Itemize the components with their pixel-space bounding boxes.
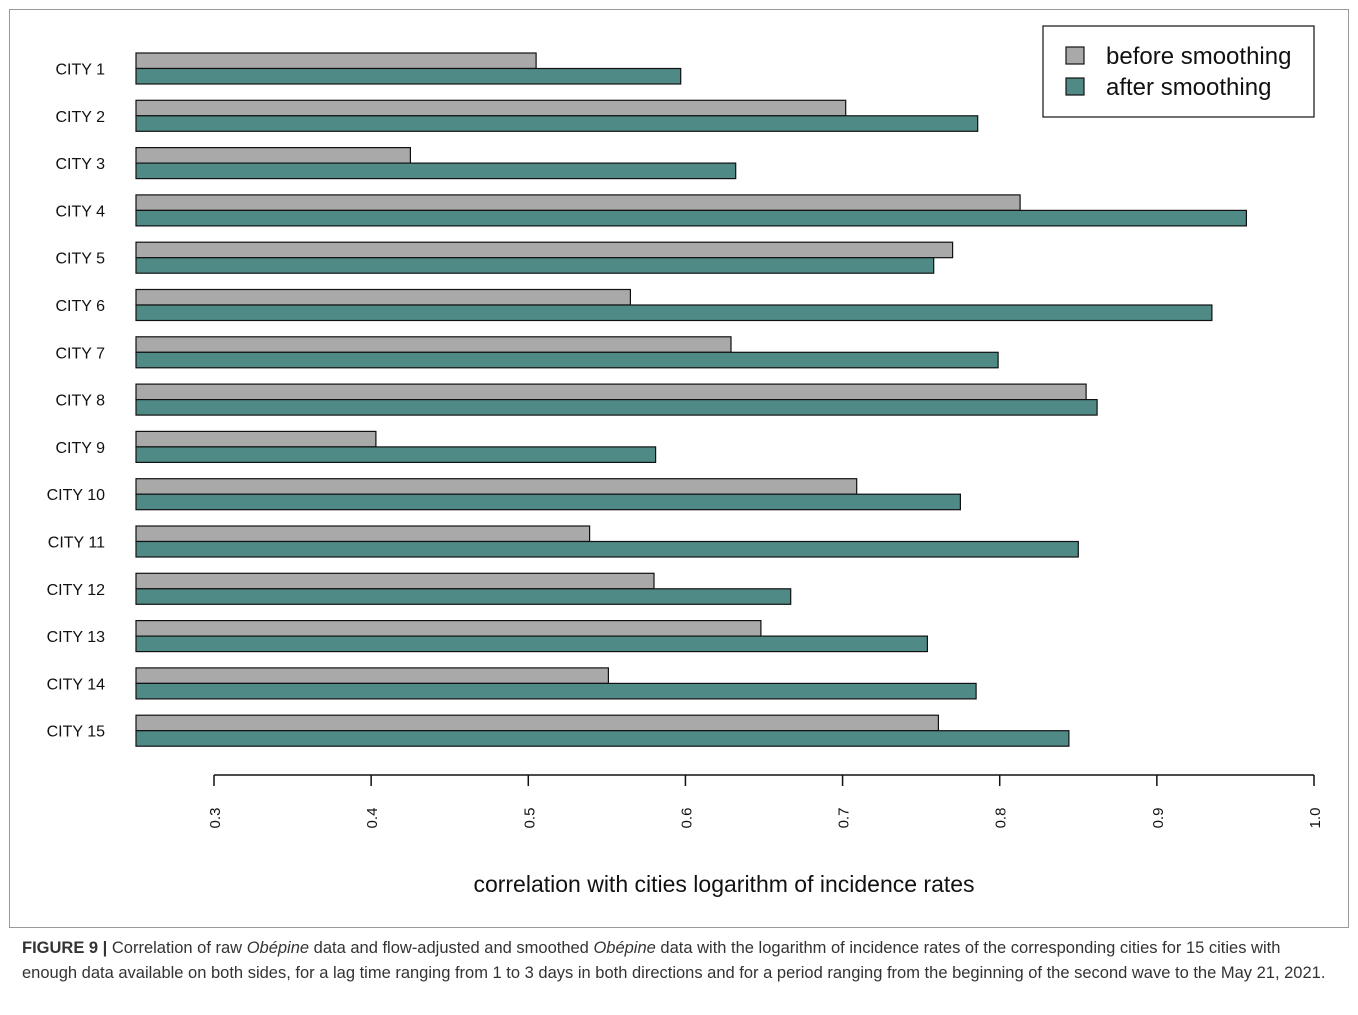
x-tick-label-1: 0.4 (364, 808, 381, 829)
caption-text-3: data with the logarithm of incidence rat… (22, 939, 1326, 982)
x-tick-label-5: 0.8 (993, 808, 1010, 829)
bar-before-city-3 (135, 147, 411, 164)
legend-label-after: after smoothing (1106, 74, 1271, 101)
caption-em-2: Obépine (593, 939, 656, 957)
x-tick-label-3: 0.6 (678, 808, 695, 829)
x-tick-label-7: 1.0 (1307, 808, 1324, 829)
bar-after-city-7 (135, 351, 999, 369)
figure-label: FIGURE 9 | (22, 939, 108, 957)
bar-after-city-2 (135, 115, 979, 132)
bar-before-city-2 (135, 99, 847, 117)
bar-after-city-15 (135, 730, 1070, 747)
legend-swatch-after (1065, 77, 1085, 96)
bars-layer (135, 52, 1248, 747)
x-tick-label-4: 0.7 (836, 808, 853, 829)
figure-caption: FIGURE 9 | Correlation of raw Obépine da… (22, 936, 1340, 986)
chart-frame (9, 9, 1349, 928)
legend-label-before: before smoothing (1106, 43, 1291, 70)
bar-before-city-9 (135, 430, 377, 448)
caption-text-2: data and flow-adjusted and smoothed (309, 939, 594, 957)
category-label-city-11: CITY 11 (48, 535, 105, 552)
category-label-city-15: CITY 15 (47, 724, 106, 741)
bar-before-city-1 (135, 52, 537, 70)
bar-after-city-3 (135, 162, 737, 180)
bar-before-city-12 (135, 572, 655, 590)
category-label-city-3: CITY 3 (56, 156, 106, 173)
legend-swatch-before (1065, 46, 1085, 65)
category-label-city-10: CITY 10 (47, 487, 106, 504)
bar-before-city-14 (135, 667, 609, 685)
bar-before-city-10 (135, 478, 858, 495)
bar-after-city-6 (135, 304, 1213, 322)
legend-box (1042, 25, 1315, 118)
category-label-city-2: CITY 2 (56, 109, 106, 126)
bar-before-city-5 (135, 241, 954, 259)
category-labels: CITY 1 CITY 2 CITY 3 CITY 4 CITY 5 CITY 6 CITY… (47, 62, 106, 741)
category-label-city-14: CITY 14 (47, 676, 106, 693)
bar-after-city-11 (135, 540, 1079, 558)
category-label-city-5: CITY 5 (56, 251, 106, 268)
bar-before-city-15 (135, 714, 940, 732)
x-tick-label-2: 0.5 (521, 808, 538, 829)
bar-after-city-1 (135, 67, 682, 85)
bar-before-city-4 (135, 194, 1021, 211)
bar-after-city-4 (135, 209, 1248, 227)
category-label-city-9: CITY 9 (56, 440, 106, 457)
category-label-city-8: CITY 8 (56, 393, 106, 410)
bar-after-city-12 (135, 588, 792, 605)
category-label-city-13: CITY 13 (47, 629, 106, 646)
bar-before-city-11 (135, 525, 591, 543)
bar-after-city-14 (135, 682, 977, 700)
category-label-city-12: CITY 12 (47, 582, 106, 599)
x-tick-label-0: 0.3 (207, 808, 224, 829)
bar-after-city-10 (135, 493, 962, 511)
bar-before-city-13 (135, 619, 762, 637)
bar-after-city-9 (135, 446, 657, 463)
category-label-city-7: CITY 7 (56, 345, 106, 362)
bar-before-city-6 (135, 288, 631, 306)
category-label-city-4: CITY 4 (56, 203, 106, 220)
bar-after-city-13 (135, 635, 929, 653)
caption-text-1: Correlation of raw (107, 939, 247, 957)
bar-chart: CITY 1 CITY 2 CITY 3 CITY 4 CITY 5 CITY 6 CITY… (47, 25, 1324, 897)
bar-before-city-7 (135, 336, 732, 353)
bar-after-city-5 (135, 257, 935, 274)
x-tick-label-6: 0.9 (1150, 808, 1167, 829)
bar-after-city-8 (135, 399, 1098, 416)
caption-em-1: Obépine (246, 939, 310, 957)
bar-before-city-8 (135, 383, 1087, 401)
category-label-city-1: CITY 1 (56, 62, 106, 79)
category-label-city-6: CITY 6 (56, 298, 106, 315)
legend: before smoothing after smoothing (1042, 25, 1315, 118)
x-axis-title: correlation with cities logarithm of inc… (473, 871, 974, 897)
x-axis: 0.3 0.4 0.5 0.6 0.7 0.8 0.9 1.0 (207, 774, 1324, 829)
